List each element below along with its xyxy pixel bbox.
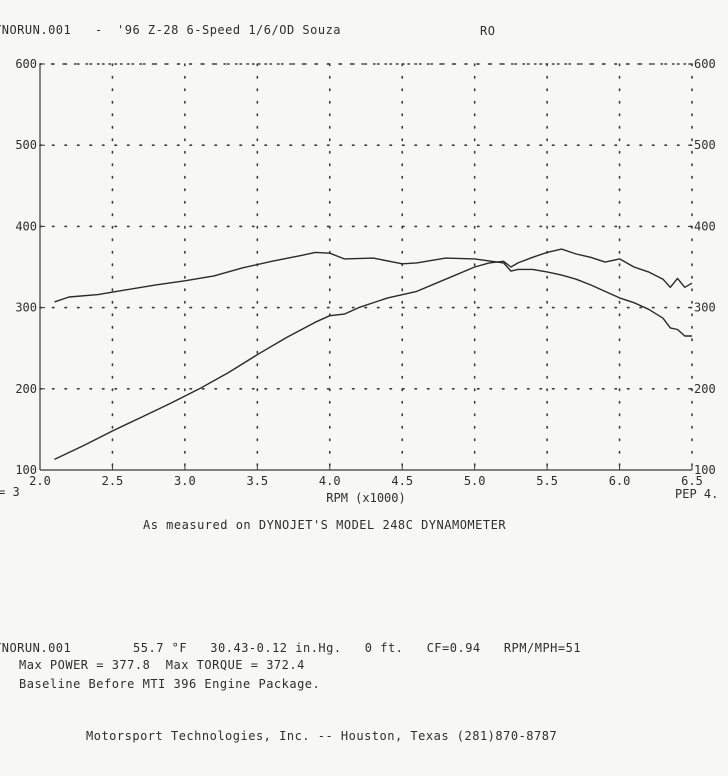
y-tick-label-left: 300 — [15, 301, 37, 315]
x-tick-label: 6.5 — [681, 474, 703, 488]
x-tick-label: 3.0 — [174, 474, 196, 488]
header-code: RO — [480, 24, 496, 38]
x-tick-label: 5.5 — [536, 474, 558, 488]
y-tick-label-left: 200 — [15, 382, 37, 396]
x-tick-label: 5.0 — [464, 474, 486, 488]
y-tick-label-right: 500 — [694, 138, 716, 152]
right-footnote: PEP 4. — [675, 487, 718, 501]
chart-caption: As measured on DYNOJET'S MODEL 248C DYNA… — [143, 518, 507, 532]
x-tick-label: 4.0 — [319, 474, 341, 488]
x-axis-label: RPM (x1000) — [326, 491, 405, 505]
results-line-2: Max POWER = 377.8 Max TORQUE = 372.4 — [19, 658, 305, 672]
y-tick-label-right: 100 — [694, 463, 716, 477]
results-line-1: YNORUN.001 55.7 °F 30.43-0.12 in.Hg. 0 f… — [0, 641, 582, 655]
y-tick-label-left: 600 — [15, 57, 37, 71]
x-tick-label: 6.0 — [609, 474, 631, 488]
left-footnote: = 3 — [0, 485, 20, 499]
header-run-file: YNORUN.001 — [0, 23, 72, 37]
y-tick-label-right: 600 — [694, 57, 716, 71]
results-line-3: Baseline Before MTI 396 Engine Package. — [19, 677, 321, 691]
y-tick-label-left: 500 — [15, 138, 37, 152]
y-tick-label-right: 300 — [694, 301, 716, 315]
series-line-2 — [54, 248, 693, 461]
dyno-chart: 100 200 300 400 500 600 100 200 300 400 500 600 2.0 2… — [0, 57, 718, 505]
y-tick-label-right: 400 — [694, 219, 716, 233]
header-vehicle: '96 Z-28 6-Speed 1/6/OD Souza — [117, 23, 342, 37]
x-tick-label: 4.5 — [391, 474, 413, 488]
y-tick-label-left: 100 — [15, 463, 37, 477]
y-tick-label-right: 200 — [694, 382, 716, 396]
y-tick-label-left: 400 — [15, 219, 37, 233]
x-tick-label: 2.5 — [102, 474, 124, 488]
series-line-1 — [54, 251, 692, 337]
x-tick-label: 2.0 — [29, 474, 51, 488]
x-tick-label: 3.5 — [246, 474, 268, 488]
header-separator: - — [95, 23, 103, 37]
footer-company: Motorsport Technologies, Inc. -- Houston… — [86, 729, 558, 743]
